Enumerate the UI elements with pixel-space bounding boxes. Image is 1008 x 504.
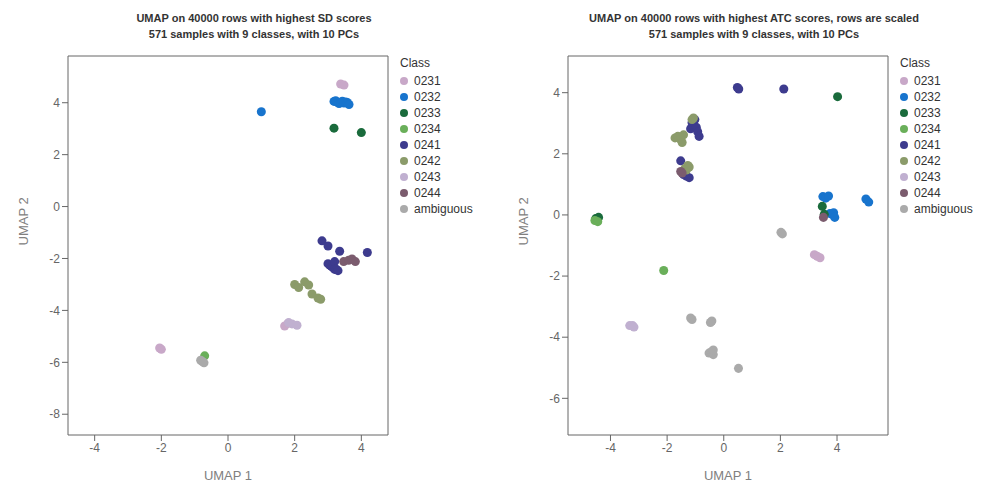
html-text:0231: 0231 [914,74,941,88]
svg-text:4: 4 [553,86,560,100]
svg-text:0: 0 [553,208,560,222]
html-text:0244: 0244 [414,186,441,200]
svg-text:-6: -6 [549,392,560,406]
svg-text:2: 2 [291,441,298,455]
svg-text:2: 2 [553,147,560,161]
svg-text:UMAP 1: UMAP 1 [704,468,752,483]
svg-text:0: 0 [720,441,727,455]
svg-text:-4: -4 [89,441,100,455]
svg-text:-2: -2 [549,269,560,283]
svg-text:-4: -4 [605,441,616,455]
html-text:Class: Class [900,56,930,70]
svg-text:2: 2 [777,441,784,455]
html-text:ambiguous: ambiguous [414,202,473,216]
html-text:0234: 0234 [914,122,941,136]
html-text:UMAP on 40000 rows with highes: UMAP on 40000 rows with highest SD score… [136,12,372,40]
svg-text:UMAP 2: UMAP 2 [516,197,531,245]
svg-text:4: 4 [53,96,60,110]
svg-text:UMAP 2: UMAP 2 [16,197,31,245]
svg-text:-4: -4 [49,304,60,318]
html-text:Class: Class [400,56,430,70]
svg-text:4: 4 [358,441,365,455]
html-text:0233: 0233 [414,106,441,120]
html-text:UMAP on 40000 rows with highes: UMAP on 40000 rows with highest ATC scor… [589,12,919,40]
html-text:0242: 0242 [914,154,941,168]
svg-text:-8: -8 [49,407,60,421]
html-text:0243: 0243 [414,170,441,184]
svg-text:UMAP 1: UMAP 1 [204,468,252,483]
html-text:0233: 0233 [914,106,941,120]
svg-text:-4: -4 [549,330,560,344]
svg-text:-2: -2 [662,441,673,455]
svg-text:0: 0 [53,200,60,214]
svg-text:-2: -2 [156,441,167,455]
html-text:0241: 0241 [414,138,441,152]
html-text:0241: 0241 [914,138,941,152]
html-text:0231: 0231 [414,74,441,88]
svg-text:4: 4 [834,441,841,455]
svg-text:0: 0 [225,441,232,455]
html-text:ambiguous: ambiguous [914,202,973,216]
html-text:0243: 0243 [914,170,941,184]
svg-text:-6: -6 [49,356,60,370]
svg-text:2: 2 [53,148,60,162]
html-text:0242: 0242 [414,154,441,168]
html-text:0232: 0232 [914,90,941,104]
html-text:0244: 0244 [914,186,941,200]
svg-text:-2: -2 [49,252,60,266]
html-text:0232: 0232 [414,90,441,104]
html-text:0234: 0234 [414,122,441,136]
